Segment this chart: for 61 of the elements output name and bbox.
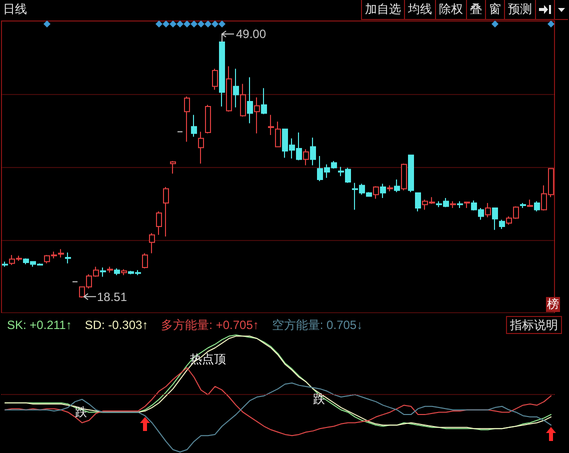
- candlestick: [205, 104, 211, 134]
- candlestick: [275, 121, 281, 148]
- text: SD: -0.303↑: [84, 318, 148, 332]
- candlestick: [268, 114, 274, 136]
- candlestick: [156, 210, 162, 236]
- text: 除权: [436, 0, 467, 19]
- candlestick: [303, 148, 309, 166]
- candlestick: [261, 88, 267, 115]
- text: 窗: [486, 0, 505, 19]
- candlestick: [310, 137, 316, 166]
- candlestick: [401, 163, 407, 191]
- candlestick: [520, 202, 526, 209]
- annotation: 跌: [75, 405, 87, 419]
- candlestick: [247, 76, 253, 124]
- candlestick: [415, 192, 421, 212]
- text: SK: +0.211↑: [7, 318, 72, 332]
- candlestick: [464, 202, 470, 209]
- candlestick: [450, 200, 456, 209]
- candlestick: [492, 208, 498, 230]
- candlestick: [198, 131, 204, 164]
- text: 指标说明: [506, 316, 562, 334]
- annotation: 榜: [546, 297, 560, 312]
- chart-title: 日线: [3, 2, 27, 16]
- candlestick: [380, 183, 386, 198]
- candlestick: [527, 199, 533, 207]
- candlestick: [142, 252, 148, 269]
- candlestick: [184, 96, 190, 142]
- candlestick: [107, 266, 113, 274]
- candlestick: [408, 154, 414, 193]
- candlestick: [163, 186, 169, 238]
- candlestick: [191, 114, 197, 138]
- candlestick: [254, 96, 260, 134]
- candlestick: [219, 41, 225, 108]
- candlestick: [394, 179, 400, 193]
- candlestick: [2, 261, 8, 268]
- candlestick: [212, 68, 218, 90]
- candlestick: [226, 66, 232, 112]
- candlestick: [170, 160, 176, 174]
- candlestick: [149, 232, 155, 254]
- text: 预测: [505, 0, 536, 19]
- candlestick: [58, 248, 64, 258]
- text: 均线: [405, 0, 436, 19]
- candlestick: [233, 68, 239, 108]
- text: 49.00: [236, 26, 266, 41]
- text: 多方能量: +0.705↑: [161, 318, 259, 332]
- candlestick: [121, 268, 127, 276]
- candlestick: [114, 268, 120, 276]
- annotation: 18.51: [97, 290, 128, 304]
- candlestick: [534, 200, 540, 212]
- candlestick: [373, 186, 379, 200]
- candlestick: [240, 83, 246, 118]
- candlestick: [100, 267, 106, 278]
- candlestick: [65, 252, 71, 264]
- text: 空方能量: 0.705↓: [272, 318, 363, 332]
- candlestick: [485, 202, 491, 218]
- candlestick: [499, 219, 505, 230]
- text: 加自选: [362, 0, 405, 19]
- text: 叠: [467, 0, 486, 19]
- candlestick: [457, 200, 463, 209]
- candlestick: [387, 184, 393, 192]
- annotation: 跌: [313, 392, 325, 406]
